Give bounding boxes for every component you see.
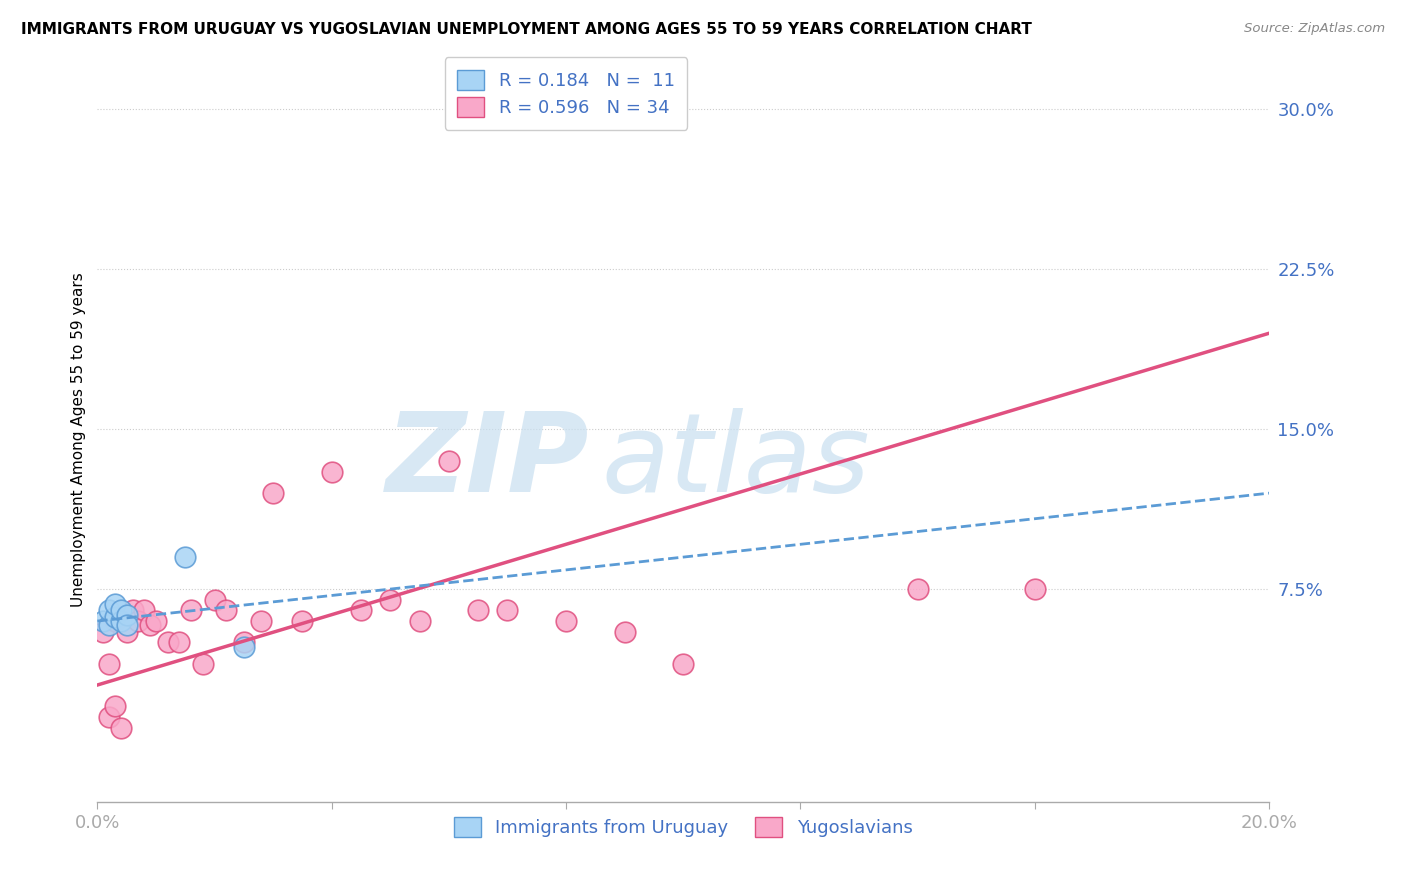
Point	[291, 614, 314, 628]
Point	[98, 618, 121, 632]
Point	[408, 614, 430, 628]
Point	[555, 614, 578, 628]
Point	[91, 624, 114, 639]
Point	[437, 454, 460, 468]
Point	[156, 635, 179, 649]
Point	[180, 603, 202, 617]
Point	[110, 614, 132, 628]
Point	[115, 618, 138, 632]
Point	[191, 657, 214, 671]
Point	[110, 721, 132, 735]
Point	[110, 603, 132, 617]
Point	[104, 597, 127, 611]
Point	[672, 657, 695, 671]
Y-axis label: Unemployment Among Ages 55 to 59 years: Unemployment Among Ages 55 to 59 years	[72, 272, 86, 607]
Point	[907, 582, 929, 596]
Point	[232, 640, 254, 654]
Point	[215, 603, 238, 617]
Point	[169, 635, 191, 649]
Point	[104, 614, 127, 628]
Legend: Immigrants from Uruguay, Yugoslavians: Immigrants from Uruguay, Yugoslavians	[447, 810, 920, 844]
Point	[104, 609, 127, 624]
Point	[262, 486, 284, 500]
Text: ZIP: ZIP	[387, 409, 589, 515]
Point	[496, 603, 519, 617]
Point	[98, 710, 121, 724]
Point	[121, 603, 143, 617]
Point	[104, 699, 127, 714]
Point	[174, 550, 197, 565]
Point	[350, 603, 373, 617]
Point	[613, 624, 636, 639]
Text: atlas: atlas	[602, 409, 870, 515]
Point	[250, 614, 273, 628]
Point	[98, 603, 121, 617]
Point	[232, 635, 254, 649]
Point	[380, 592, 402, 607]
Point	[127, 614, 149, 628]
Point	[134, 603, 156, 617]
Point	[145, 614, 167, 628]
Point	[321, 465, 343, 479]
Point	[467, 603, 489, 617]
Point	[115, 624, 138, 639]
Text: IMMIGRANTS FROM URUGUAY VS YUGOSLAVIAN UNEMPLOYMENT AMONG AGES 55 TO 59 YEARS CO: IMMIGRANTS FROM URUGUAY VS YUGOSLAVIAN U…	[21, 22, 1032, 37]
Point	[1024, 582, 1046, 596]
Point	[91, 614, 114, 628]
Point	[115, 607, 138, 622]
Text: Source: ZipAtlas.com: Source: ZipAtlas.com	[1244, 22, 1385, 36]
Point	[204, 592, 226, 607]
Point	[139, 618, 162, 632]
Point	[98, 657, 121, 671]
